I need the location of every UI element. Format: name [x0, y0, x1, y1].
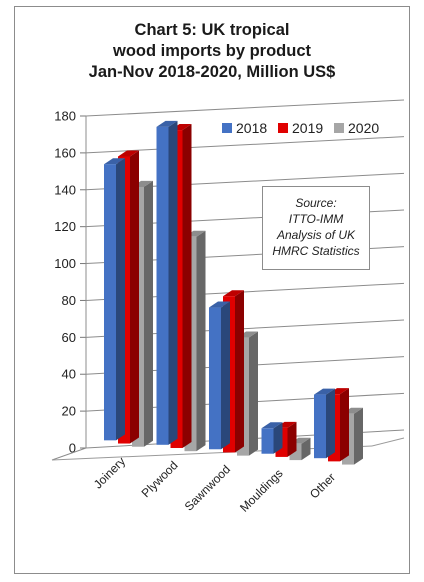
legend-swatch-2019	[278, 123, 288, 133]
bar-side-2019	[130, 150, 139, 444]
bar-top-2018	[209, 301, 230, 308]
chart-title-line-3: Jan-Nov 2018-2020, Million US$	[88, 63, 336, 81]
bar-top-2018	[104, 158, 125, 165]
y-tick-label: 80	[62, 293, 76, 308]
bar-side-2018	[116, 158, 125, 441]
category-label: Plywood	[139, 458, 181, 500]
category-label: Joinery	[91, 454, 128, 491]
category-label: Sawnwood	[182, 462, 233, 513]
bar-2018	[314, 394, 326, 459]
y-tick-label: 140	[54, 182, 76, 197]
bar-side-2019	[182, 124, 192, 448]
source-line-2: ITTO-IMM	[288, 212, 344, 226]
y-tick-label: 100	[54, 256, 76, 271]
bar-2018	[156, 126, 169, 445]
source-line-4: HMRC Statistics	[272, 244, 360, 258]
bar-side-2018	[273, 422, 283, 454]
bar-2018	[104, 164, 116, 441]
bar-top-2019	[223, 290, 244, 297]
gridline	[85, 99, 405, 117]
y-tick-label: 60	[62, 330, 76, 345]
legend-label: 2018	[236, 120, 267, 136]
y-tick-label: 120	[54, 219, 76, 234]
bar-top-2018	[314, 388, 335, 395]
bar-top-2019	[118, 150, 139, 157]
y-tick-label: 180	[54, 109, 76, 124]
bar-side-2020	[354, 407, 363, 465]
legend-label: 2019	[292, 120, 323, 136]
category-label: Mouldings	[237, 466, 286, 515]
bar-side-2018	[326, 388, 335, 459]
category-label: Other	[307, 470, 338, 501]
legend-swatch-2018	[222, 123, 232, 133]
bar-side-2020	[249, 331, 258, 456]
chart-title-line-2: wood imports by product	[113, 42, 311, 60]
source-annotation: Source: ITTO-IMM Analysis of UK HMRC Sta…	[262, 186, 370, 270]
bar-top-2018	[261, 422, 283, 429]
legend-swatch-2020	[334, 123, 344, 133]
chart-frame	[14, 6, 410, 574]
y-tick-label: 40	[62, 367, 76, 382]
y-tick-label: 20	[62, 404, 76, 419]
bar-side-2020	[144, 180, 153, 447]
bar-side-2018	[221, 301, 230, 450]
source-line-1: Source:	[295, 196, 337, 210]
bar-side-2019	[340, 388, 349, 462]
bar-side-2020	[196, 230, 206, 452]
legend-label: 2020	[348, 120, 379, 136]
floor-edge-right	[371, 437, 405, 447]
bar-side-2019	[235, 290, 244, 453]
chart-title: Chart 5: UK tropical wood imports by pro…	[14, 20, 410, 83]
bar-2018	[209, 307, 221, 450]
floor-edge-left	[51, 447, 87, 461]
bar-2018	[261, 428, 274, 454]
source-line-3: Analysis of UK	[276, 228, 356, 242]
bar-side-2019	[287, 421, 297, 457]
bar-top-2018	[156, 120, 178, 127]
bar-side-2020	[301, 437, 311, 461]
y-tick-label: 160	[54, 145, 76, 160]
y-tick-label: 0	[69, 441, 76, 456]
gridline	[85, 136, 405, 154]
chart-title-line-1: Chart 5: UK tropical	[134, 21, 290, 39]
bar-side-2018	[168, 120, 178, 445]
